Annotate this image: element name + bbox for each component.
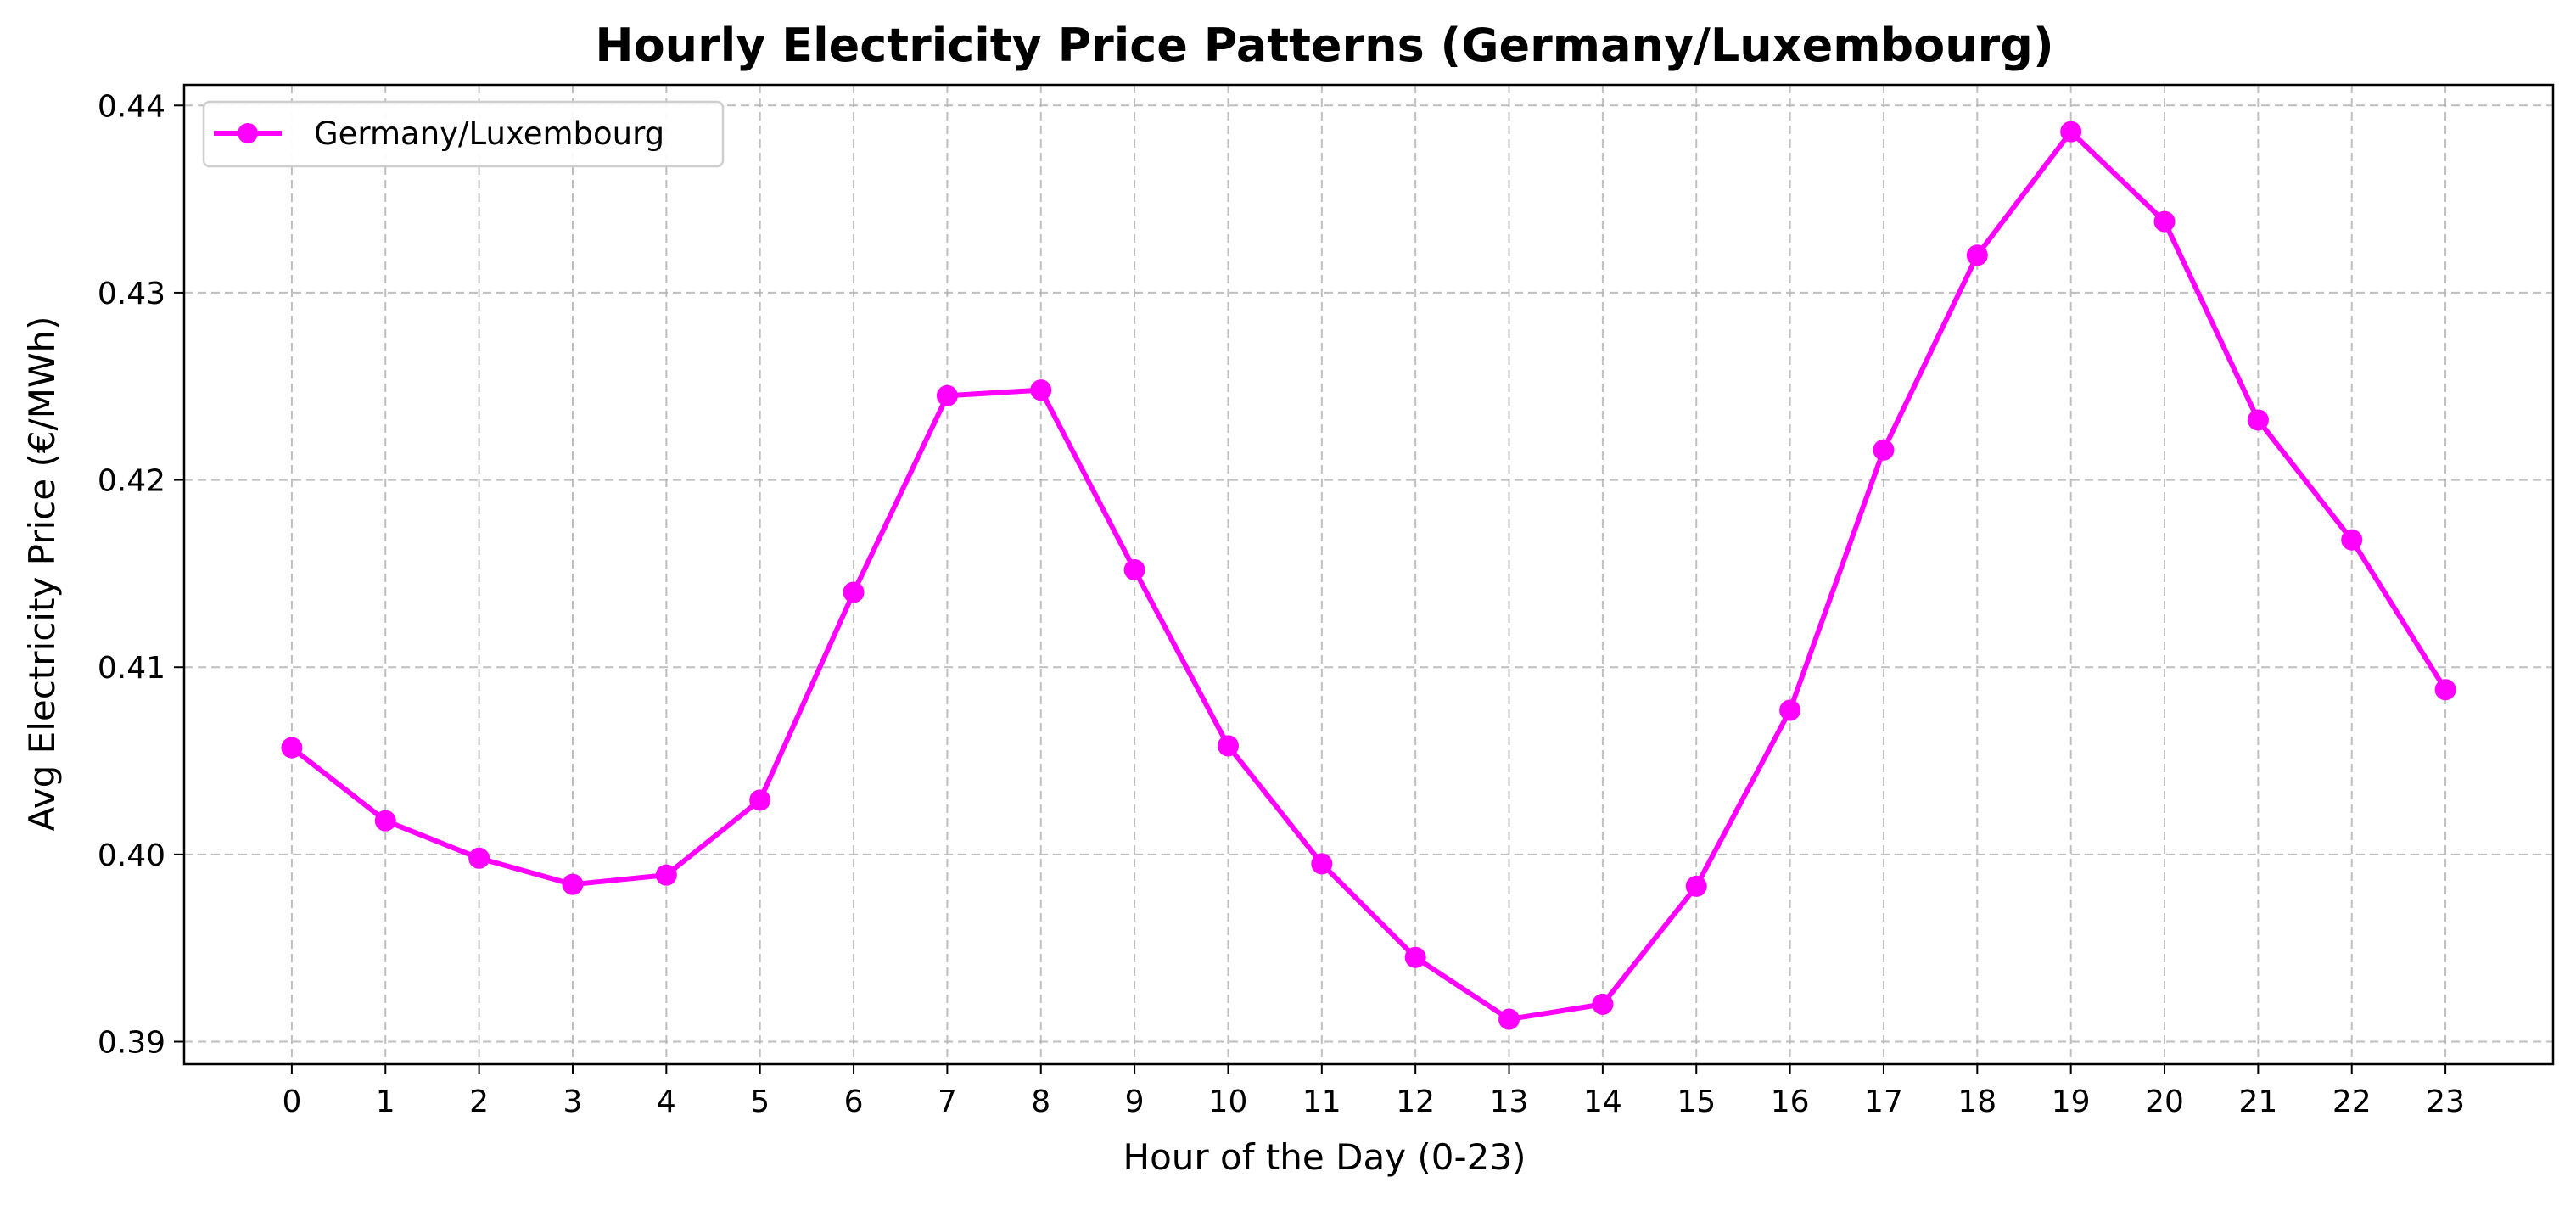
x-tick-label: 23: [2426, 1084, 2465, 1119]
data-point: [2341, 529, 2363, 551]
x-tick-label: 8: [1031, 1084, 1050, 1119]
x-tick-label: 10: [1209, 1084, 1248, 1119]
data-point: [936, 384, 958, 406]
x-tick-label: 2: [469, 1084, 489, 1119]
data-point: [1779, 699, 1801, 721]
x-tick-label: 6: [844, 1084, 864, 1119]
y-tick-label: 0.41: [98, 651, 165, 686]
chart-title: Hourly Electricity Price Patterns (Germa…: [595, 19, 2053, 72]
legend: Germany/Luxembourg: [202, 100, 725, 168]
x-tick-label: 21: [2238, 1084, 2277, 1119]
x-axis-ticks: 0 1 2 3 4 5 6 7 8 9 10 11 12 13 14 15 16 17 18 19 20 21 22 23: [282, 1064, 2465, 1119]
data-point: [1311, 853, 1333, 875]
data-point: [1217, 735, 1239, 757]
data-point: [1592, 993, 1614, 1015]
y-axis-ticks: 0.39 0.40 0.41 0.42 0.43 0.44: [98, 89, 184, 1061]
x-tick-label: 15: [1677, 1084, 1716, 1119]
y-tick-label: 0.42: [98, 464, 165, 499]
legend-box: [202, 100, 725, 168]
x-tick-label: 13: [1490, 1084, 1529, 1119]
x-tick-label: 22: [2332, 1084, 2372, 1119]
plot-area-frame: [182, 83, 2555, 1066]
data-point: [2153, 210, 2176, 233]
x-tick-label: 5: [750, 1084, 770, 1119]
data-point: [843, 581, 865, 603]
data-point: [281, 737, 303, 759]
data-point: [655, 864, 677, 886]
legend-entry-label: Germany/Luxembourg: [314, 115, 664, 152]
x-tick-label: 20: [2145, 1084, 2184, 1119]
x-tick-label: 11: [1302, 1084, 1341, 1119]
series-line: [290, 129, 2448, 1023]
data-point: [749, 789, 771, 811]
data-point: [374, 810, 396, 832]
data-point: [2060, 120, 2082, 143]
x-tick-label: 0: [282, 1084, 301, 1119]
y-axis-label: Avg Electricity Price (€/MWh): [21, 317, 63, 832]
x-tick-label: 12: [1396, 1084, 1435, 1119]
data-point: [2434, 679, 2456, 701]
x-tick-label: 4: [657, 1084, 676, 1119]
data-point: [1123, 558, 1145, 580]
y-tick-label: 0.39: [98, 1026, 165, 1061]
x-tick-label: 3: [563, 1084, 583, 1119]
x-tick-label: 19: [2052, 1084, 2091, 1119]
data-point: [1030, 379, 1052, 401]
data-point: [468, 847, 490, 869]
data-point: [562, 873, 584, 895]
x-axis-label: Hour of the Day (0-23): [1123, 1136, 1526, 1178]
data-point: [2247, 409, 2269, 431]
grid-lines: [184, 85, 2553, 1064]
y-tick-label: 0.40: [98, 838, 165, 873]
data-point: [1685, 875, 1707, 897]
legend-marker-swatch: [238, 123, 258, 143]
data-point: [1873, 439, 1895, 461]
data-point: [1966, 244, 1988, 266]
y-tick-label: 0.44: [98, 89, 165, 124]
data-point: [1404, 946, 1426, 968]
x-tick-label: 1: [376, 1084, 395, 1119]
x-tick-label: 18: [1957, 1084, 1996, 1119]
x-tick-label: 16: [1771, 1084, 1810, 1119]
x-tick-label: 7: [938, 1084, 957, 1119]
x-tick-label: 9: [1125, 1084, 1145, 1119]
data-point: [1498, 1008, 1520, 1030]
x-tick-label: 14: [1583, 1084, 1622, 1119]
y-tick-label: 0.43: [98, 277, 165, 311]
x-tick-label: 17: [1864, 1084, 1903, 1119]
series-layer: [281, 120, 2456, 1030]
